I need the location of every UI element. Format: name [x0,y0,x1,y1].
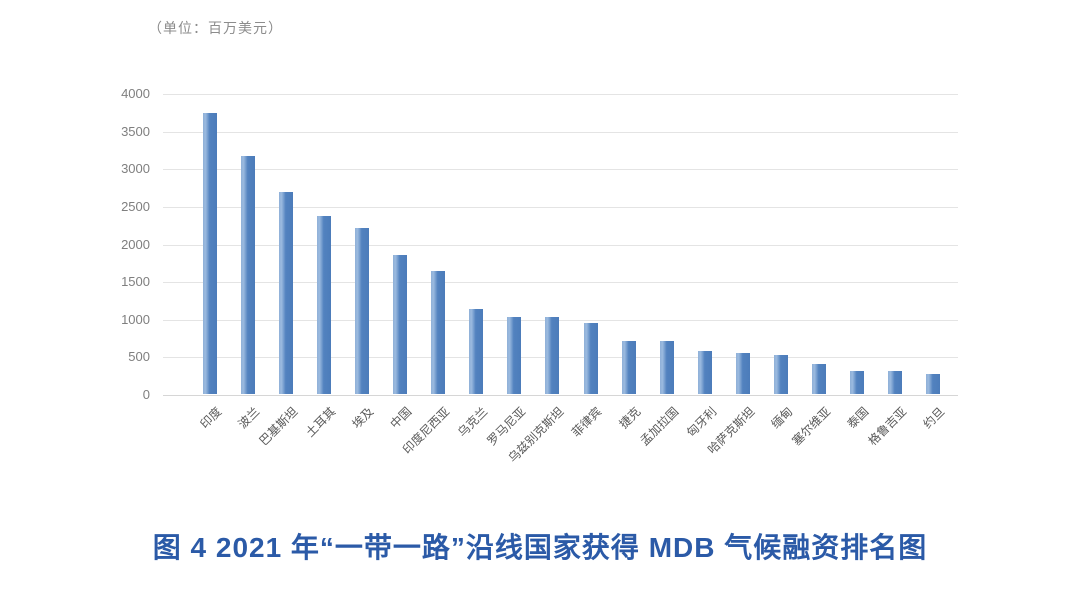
x-axis-label: 格鲁吉亚 [865,404,910,449]
plot-area [163,94,958,396]
x-axis-label: 中国 [387,404,415,432]
bar [469,308,484,394]
bar [507,317,522,394]
y-axis: 4000 3500 3000 2500 2000 1500 1000 500 0 [100,86,155,595]
bar [849,371,864,394]
bar [545,317,560,394]
bar [355,228,370,394]
x-axis-label: 埃及 [349,404,377,432]
y-axis-tick-label: 2000 [121,236,150,252]
bar [811,363,826,394]
bar [241,156,256,394]
bar [735,352,750,394]
gridline [163,244,958,246]
x-axis-label: 土耳其 [303,404,339,440]
gridline [163,282,958,284]
y-axis-tick-label: 500 [128,349,150,365]
bar [887,371,902,394]
y-axis-tick-label: 4000 [121,86,150,101]
bar [697,351,712,394]
bar [279,192,294,394]
x-axis-label: 孟加拉国 [637,404,681,449]
gridline [163,319,958,321]
x-axis-line [163,395,958,396]
x-axis-label: 塞尔维亚 [789,404,834,449]
unit-label: （单位：百万美元） [148,20,283,36]
x-axis: 印度 波兰 巴基斯坦 土耳其 埃及 中国 印度尼西亚 乌克兰 罗马尼亚 乌兹别克斯坦 菲律宾 捷克 孟加… [163,399,958,499]
bar [393,254,408,394]
x-axis-label: 菲律宾 [569,404,605,440]
bar [621,340,636,394]
gridline [163,131,958,133]
x-axis-label: 印度 [197,404,225,432]
y-axis-tick-label: 0 [142,387,150,402]
y-axis-tick-label: 1000 [121,311,150,327]
gridline [163,94,958,95]
gridline [163,169,958,171]
gridline [163,357,958,359]
y-axis-tick-label: 2500 [121,198,150,214]
figure-caption: 图 4 2021 年“一带一路”沿线国家获得 MDB 气候融资排名图 [152,532,928,563]
bar [659,340,674,394]
bar [317,215,332,394]
bar [203,113,217,394]
gridline [163,206,958,208]
y-axis-tick-label: 3500 [121,123,150,139]
bar [583,322,598,394]
x-axis-label: 捷克 [615,404,643,432]
bar [925,373,940,394]
x-axis-label: 泰国 [844,404,872,432]
x-axis-label: 缅甸 [768,404,796,432]
bar [431,271,446,394]
y-axis-tick-label: 1500 [121,274,150,290]
x-axis-label: 巴基斯坦 [256,404,301,449]
bar [773,354,788,394]
x-axis-label: 约旦 [920,404,948,432]
x-axis-label: 波兰 [235,404,263,432]
y-axis-tick-label: 3000 [121,161,150,177]
